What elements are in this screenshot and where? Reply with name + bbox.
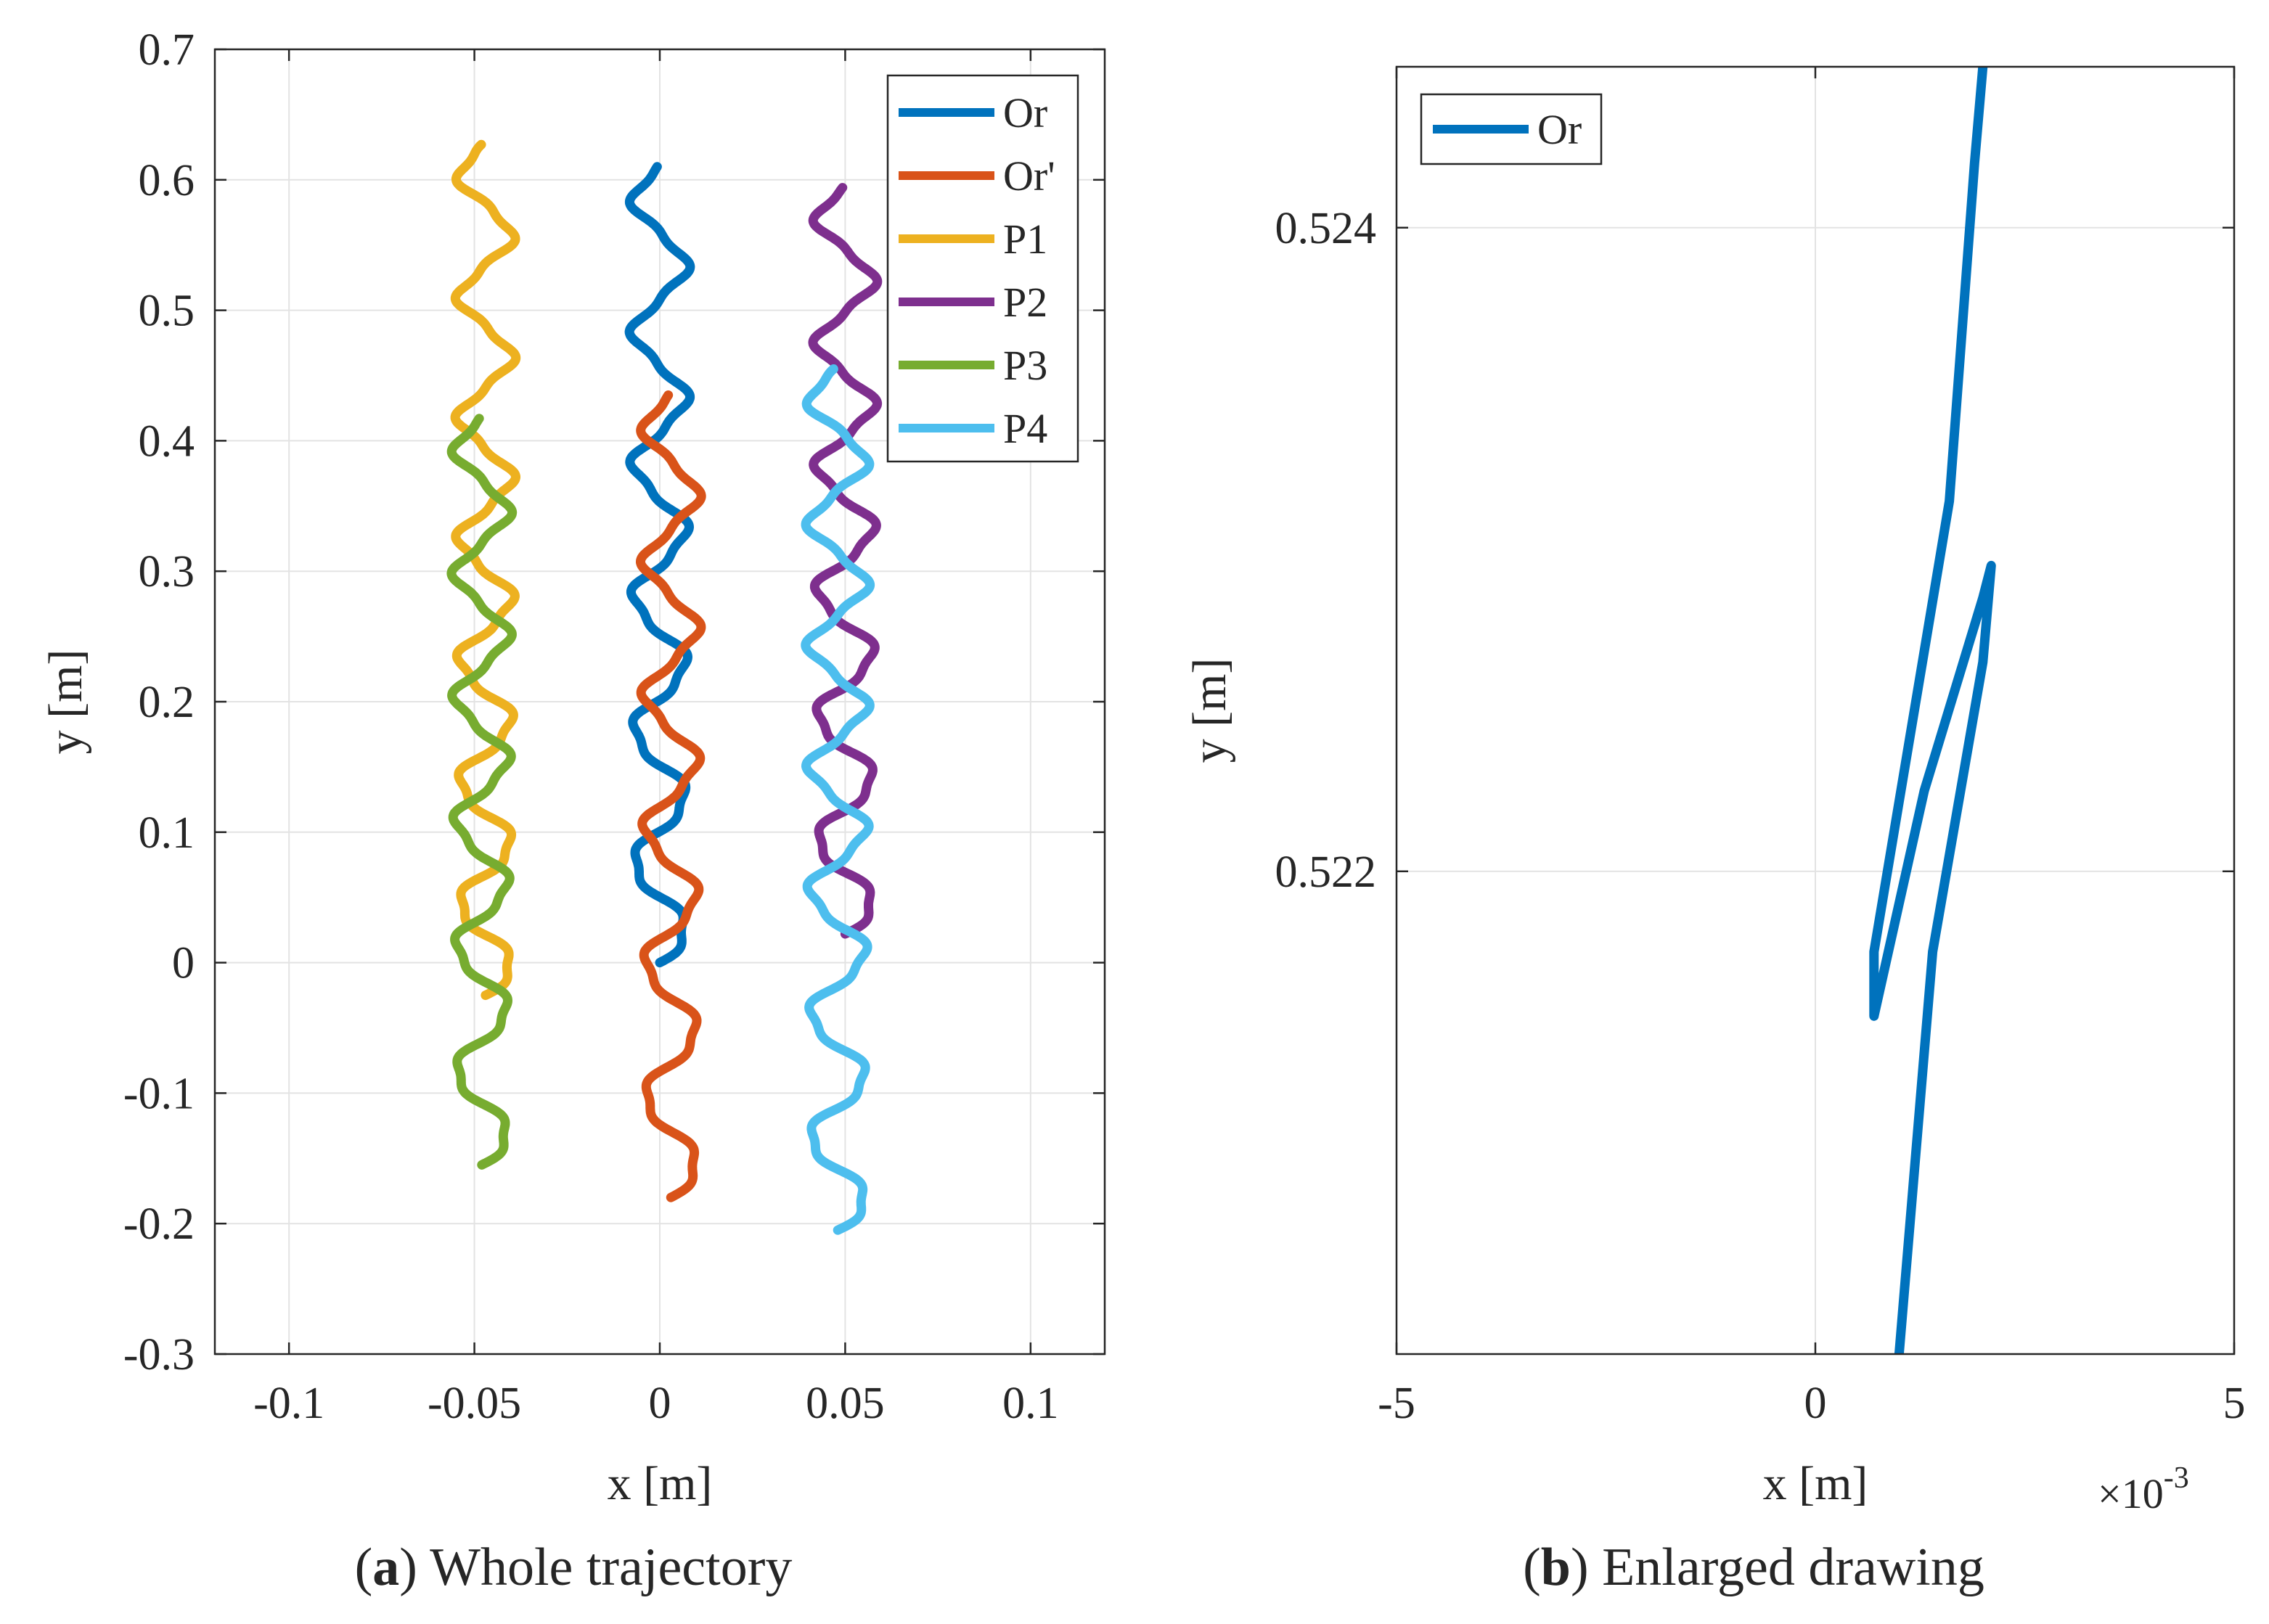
- a-y-tick-label: 0.7: [139, 25, 195, 75]
- a-y-tick-label: 0: [172, 939, 195, 988]
- a-y-tick-label: 0.5: [139, 287, 195, 336]
- panel-b-ticks: [1395, 67, 2236, 1354]
- panel-a-caption-letter: a: [372, 1538, 399, 1597]
- a-series-line-5: [801, 364, 875, 1235]
- panel-b-grid: [1396, 67, 2235, 1354]
- b-y-tick-label: 0.524: [1275, 204, 1377, 253]
- a-legend-label-5: P4: [1003, 405, 1047, 452]
- b-x-tick-label: -5: [1378, 1379, 1415, 1428]
- panel-b-x-multiplier-base: ×10: [2098, 1470, 2164, 1517]
- a-y-tick-label: 0.4: [139, 417, 195, 466]
- panel-b-enlarged-drawing: -5 0 5 0.522 0.524 x [m] y [m] ×10-3 Or (b)…: [1183, 65, 2246, 1597]
- panel-a-caption-paren-open: (: [355, 1538, 373, 1597]
- panel-a-caption-text: Whole trajectory: [417, 1538, 792, 1597]
- a-legend-label-0: Or: [1003, 89, 1047, 136]
- panel-b-x-axis-label: x [m]: [1763, 1457, 1868, 1510]
- a-x-tick-label: -0.05: [428, 1379, 521, 1428]
- panel-a-legend-box: [886, 74, 1079, 463]
- a-series-line-0: [624, 162, 695, 968]
- panel-a-x-axis-label: x [m]: [608, 1457, 713, 1510]
- panel-b-y-axis-label: y [m]: [1183, 658, 1236, 763]
- a-legend-label-2: P1: [1003, 216, 1047, 263]
- panel-b-x-tick-labels: -5 0 5: [1378, 1379, 2245, 1428]
- b-series-line-0: [1869, 67, 1996, 1354]
- a-series-line-1: [636, 390, 706, 1202]
- panel-b-caption-paren-close: ): [1571, 1538, 1589, 1597]
- a-series-line-2: [450, 139, 521, 1001]
- panel-a-x-tick-labels: -0.1 -0.05 0 0.05 0.1: [253, 1379, 1058, 1428]
- a-y-tick-label: 0.1: [139, 808, 195, 858]
- panel-b-series-group: [1869, 67, 1996, 1354]
- panel-b-y-tick-labels: 0.522 0.524: [1275, 204, 1377, 897]
- panel-a-whole-trajectory: -0.1 -0.05 0 0.05 0.1 -0.3 -0.2 -0.1 0 0.1 0.2 0.3…: [39, 25, 1106, 1597]
- panel-b-caption: (b) Enlarged drawing: [1523, 1538, 1984, 1597]
- a-x-tick-label: -0.1: [253, 1379, 324, 1428]
- a-series-line-4: [446, 414, 518, 1170]
- panel-b-caption-text: Enlarged drawing: [1589, 1538, 1984, 1597]
- b-x-tick-label: 5: [2223, 1379, 2246, 1428]
- panel-a-series-group: [446, 139, 883, 1235]
- a-x-tick-label: 0.1: [1002, 1379, 1059, 1428]
- panel-b-x-multiplier-exponent: -3: [2164, 1461, 2189, 1495]
- a-y-tick-label: -0.2: [123, 1199, 195, 1249]
- panel-a-caption: (a) Whole trajectory: [355, 1538, 793, 1597]
- b-x-tick-label: 0: [1804, 1379, 1827, 1428]
- panel-a-ticks: [215, 48, 1105, 1356]
- a-x-tick-label: 0: [649, 1379, 671, 1428]
- a-y-tick-label: 0.6: [139, 156, 195, 205]
- panel-a-caption-paren-close: ): [399, 1538, 417, 1597]
- a-y-tick-label: 0.2: [139, 678, 195, 727]
- panel-b-caption-letter: b: [1541, 1538, 1571, 1597]
- a-legend-label-4: P3: [1003, 342, 1047, 389]
- a-legend-label-1: Or': [1003, 152, 1055, 200]
- panel-a-legend: Or Or' P1 P2 P3 P4: [886, 74, 1079, 463]
- b-y-tick-label: 0.522: [1275, 848, 1377, 897]
- panel-a-y-tick-labels: -0.3 -0.2 -0.1 0 0.1 0.2 0.3 0.4 0.5 0.6 0.7: [123, 25, 195, 1379]
- a-legend-label-3: P2: [1003, 279, 1047, 326]
- a-y-tick-label: -0.1: [123, 1069, 195, 1118]
- panel-b-caption-paren-open: (: [1523, 1538, 1541, 1597]
- a-x-tick-label: 0.05: [806, 1379, 885, 1428]
- b-legend-label-0: Or: [1537, 106, 1582, 153]
- panel-b-legend: Or: [1420, 93, 1603, 165]
- panel-b-x-multiplier: ×10-3: [2098, 1461, 2189, 1517]
- panel-a-y-axis-label: y [m]: [39, 649, 92, 755]
- a-y-tick-label: -0.3: [123, 1330, 195, 1379]
- a-y-tick-label: 0.3: [139, 547, 195, 596]
